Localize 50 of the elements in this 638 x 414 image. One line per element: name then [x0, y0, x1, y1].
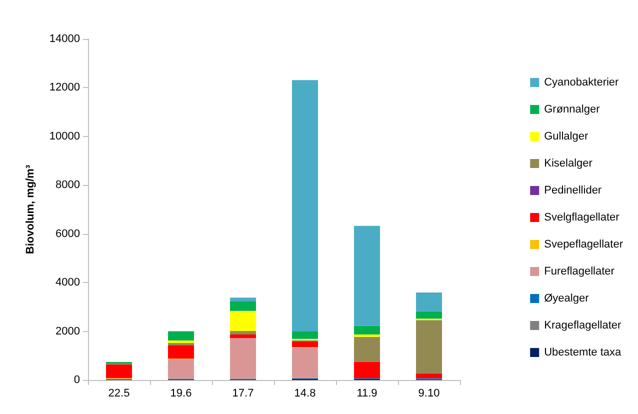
bar [168, 342, 194, 346]
legend-label: Krageflagellater [544, 320, 622, 332]
legend-label: Fureflagellater [544, 266, 615, 278]
bar [230, 310, 256, 332]
x-tick-label: 14.8 [294, 388, 316, 400]
bar [354, 362, 380, 378]
legend-label: Pedinellider [544, 184, 602, 196]
bar [292, 342, 318, 348]
bar [230, 334, 256, 338]
bar [354, 226, 380, 326]
bar [168, 331, 194, 341]
legend-label: Svepeflagellater [544, 238, 624, 250]
x-tick-label: 22.5 [108, 388, 130, 400]
bar [292, 332, 318, 339]
x-tick-label: 9.10 [418, 388, 440, 400]
x-tick-label: 19.6 [170, 388, 192, 400]
x-tick-label: 11.9 [356, 388, 378, 400]
y-tick-label: 12000 [49, 82, 80, 94]
bar [230, 331, 256, 334]
legend-label: Ubestemte taxa [544, 346, 622, 358]
bar [292, 348, 318, 379]
legend-label: Cyanobakterier [544, 76, 620, 88]
bar [354, 334, 380, 337]
bar [416, 311, 442, 319]
bar [168, 359, 194, 379]
legend-label: Gullalger [544, 130, 588, 142]
legend-label: Kiselalger [544, 158, 593, 170]
y-tick-label: 10000 [49, 130, 80, 142]
bar [416, 320, 442, 374]
bar [168, 345, 194, 359]
legend-label: Øyealger [544, 292, 590, 304]
bar [292, 80, 318, 332]
bar [354, 326, 380, 334]
y-tick-label: 6000 [56, 228, 80, 240]
x-tick-label: 17.7 [232, 388, 254, 400]
y-tick-label: 14000 [49, 33, 80, 45]
bar [230, 298, 256, 302]
legend-label: Svelgflagellater [544, 212, 620, 224]
y-axis-title: Biovolum, mg/m³ [24, 164, 36, 254]
bar [230, 301, 256, 311]
y-tick-label: 2000 [56, 325, 80, 338]
bar [416, 373, 442, 378]
legend-label: Grønnalger [544, 104, 600, 116]
bar [416, 292, 442, 312]
bar [354, 336, 380, 362]
y-tick-label: 8000 [56, 179, 80, 192]
y-tick-label: 0 [74, 374, 80, 386]
bar [230, 338, 256, 379]
bar [106, 364, 132, 378]
y-tick-label: 4000 [56, 276, 80, 289]
